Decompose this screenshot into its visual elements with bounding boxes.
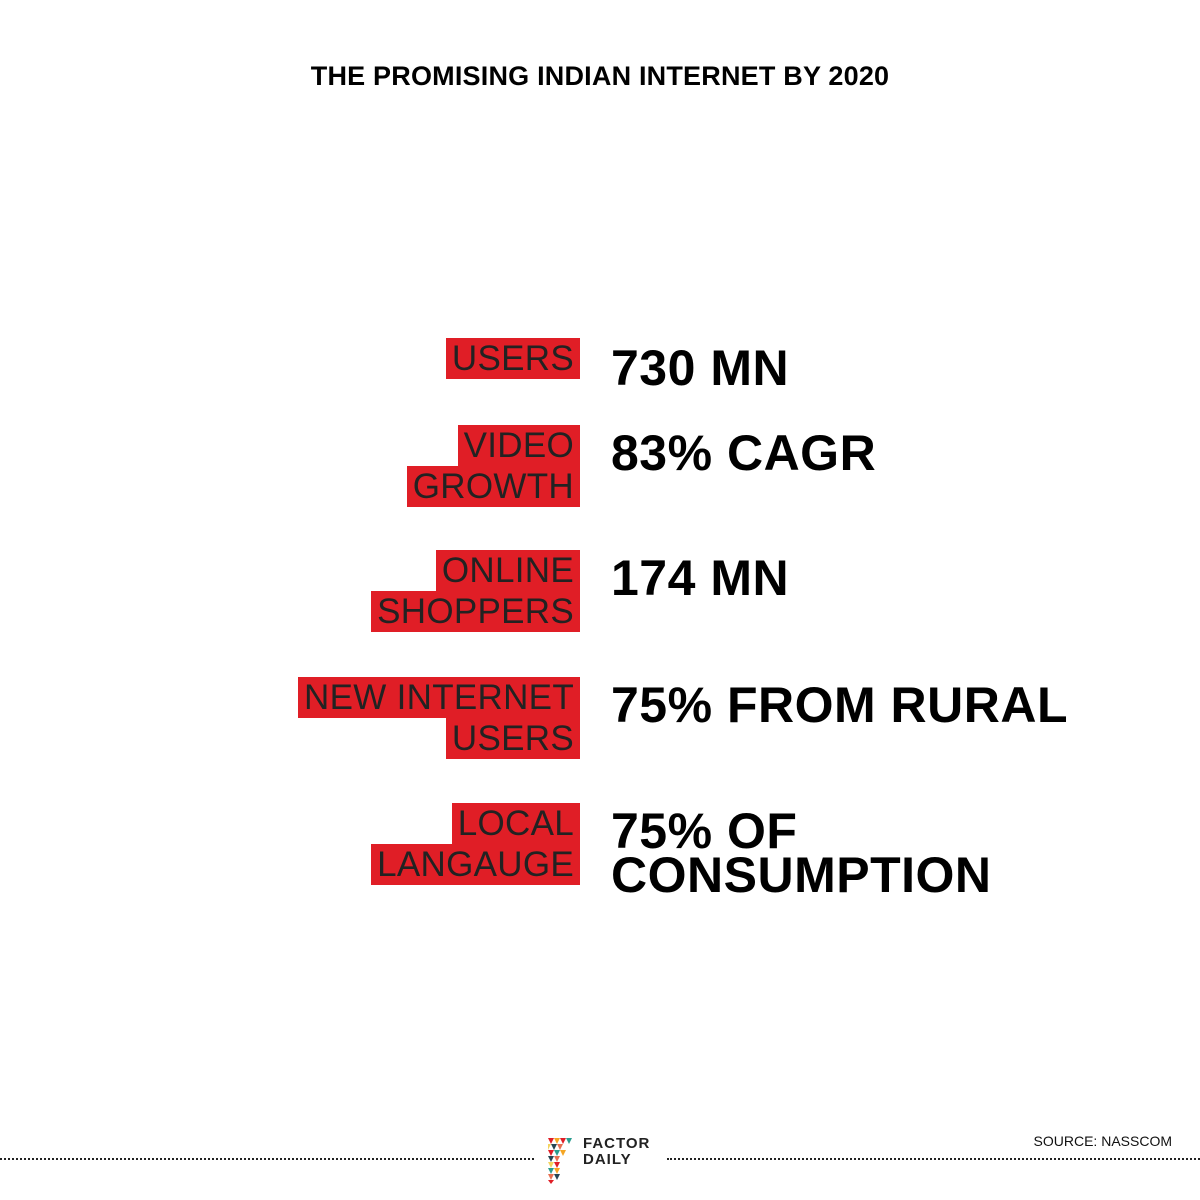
stat-label: ONLINE SHOPPERS xyxy=(371,550,580,632)
page-title: THE PROMISING INDIAN INTERNET BY 2020 xyxy=(310,61,890,91)
logo-line-2: DAILY xyxy=(583,1151,632,1168)
stat-value: 75% OF CONSUMPTION xyxy=(611,803,992,903)
stat-label-line: LANGAUGE xyxy=(371,844,580,885)
stat-value-line: CONSUMPTION xyxy=(611,847,992,903)
stat-label-line: NEW INTERNET xyxy=(298,677,580,718)
stat-label-line: LOCAL xyxy=(451,803,580,844)
source-note: SOURCE: NASSCOM xyxy=(1033,1133,1172,1149)
stat-value: 174 MN xyxy=(611,550,790,606)
stat-value: 83% CAGR xyxy=(611,425,877,481)
stat-label-line: GROWTH xyxy=(406,466,580,507)
footer-divider-right xyxy=(667,1158,1200,1160)
stat-value-line: 83% CAGR xyxy=(611,425,877,481)
stat-label: LOCAL LANGAUGE xyxy=(371,803,580,885)
logo-mark-icon xyxy=(548,1138,572,1184)
stat-label-line: SHOPPERS xyxy=(371,591,580,632)
stat-value: 730 MN xyxy=(611,340,790,396)
stat-label: VIDEO GROWTH xyxy=(406,425,580,507)
logo-wordmark: FACTOR DAILY xyxy=(583,1136,650,1168)
stat-value-line: 730 MN xyxy=(611,340,790,396)
factor-daily-logo: FACTOR DAILY xyxy=(546,1136,656,1186)
stat-label-line: VIDEO xyxy=(457,425,580,466)
stat-value-line: 75% OF xyxy=(611,803,798,859)
stat-value-line: 174 MN xyxy=(611,550,790,606)
stat-label-line: USERS xyxy=(445,718,580,759)
stat-value-line: 75% FROM RURAL xyxy=(611,677,1069,733)
stat-label: USERS xyxy=(445,338,580,379)
stat-value: 75% FROM RURAL xyxy=(611,677,1069,733)
stat-label-line: USERS xyxy=(445,338,580,379)
logo-line-1: FACTOR xyxy=(583,1135,651,1152)
stat-label: NEW INTERNET USERS xyxy=(298,677,580,759)
stat-label-line: ONLINE xyxy=(435,550,580,591)
footer-divider-left xyxy=(0,1158,534,1160)
